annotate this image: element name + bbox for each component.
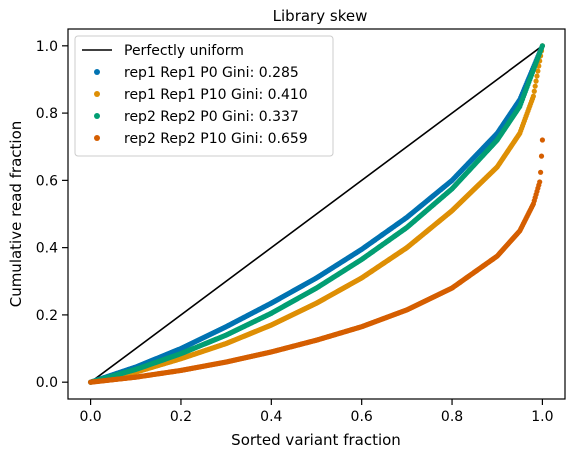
legend-label: rep2 Rep2 P0 Gini: 0.337 — [124, 109, 299, 125]
legend-swatch — [94, 135, 100, 141]
x-axis: 0.0 0.2 0.4 0.6 0.8 1.0 — [79, 399, 554, 425]
data-point — [530, 93, 536, 99]
y-axis: 0.0 0.2 0.4 0.6 0.8 1.0 — [36, 39, 68, 391]
legend: Perfectly uniform rep1 Rep1 P0 Gini: 0.28… — [74, 35, 334, 157]
reference-line-uniform — [90, 45, 543, 383]
data-point — [538, 153, 545, 159]
x-tick-label: 0.4 — [260, 409, 282, 425]
y-tick-label: 0.4 — [36, 241, 58, 257]
y-tick-label: 0.8 — [36, 106, 58, 122]
data-point — [537, 179, 543, 185]
y-tick-label: 0.0 — [36, 375, 58, 391]
x-axis-label: Sorted variant fraction — [231, 431, 401, 449]
data-point — [535, 68, 541, 74]
series-4 — [87, 137, 546, 385]
data-point — [533, 78, 539, 84]
legend-label: rep1 Rep1 P0 Gini: 0.285 — [124, 65, 299, 81]
x-tick-label: 0.8 — [441, 409, 463, 425]
data-point — [532, 83, 538, 89]
x-tick-label: 1.0 — [531, 409, 553, 425]
legend-box — [74, 35, 334, 157]
data-point — [539, 137, 546, 143]
legend-swatch — [94, 91, 100, 97]
y-tick-label: 1.0 — [36, 39, 58, 55]
y-tick-label: 0.6 — [36, 173, 58, 189]
plot-frame — [67, 28, 566, 400]
legend-label: rep2 Rep2 P10 Gini: 0.659 — [124, 131, 308, 147]
legend-label: Perfectly uniform — [124, 43, 244, 59]
legend-swatch — [94, 113, 100, 119]
data-point — [531, 88, 537, 94]
data-point — [534, 73, 540, 79]
y-axis-label: Cumulative read fraction — [7, 121, 25, 308]
plot-area — [87, 43, 546, 385]
series-2 — [87, 43, 546, 385]
x-tick-label: 0.0 — [79, 409, 101, 425]
data-point — [538, 169, 544, 175]
x-tick-label: 0.6 — [351, 409, 373, 425]
series-3 — [87, 43, 546, 385]
chart-title: Library skew — [273, 7, 368, 25]
legend-label: rep1 Rep1 P10 Gini: 0.410 — [124, 87, 308, 103]
data-point — [539, 43, 546, 49]
x-tick-label: 0.2 — [170, 409, 192, 425]
legend-swatch — [94, 69, 100, 75]
y-tick-label: 0.2 — [36, 308, 58, 324]
